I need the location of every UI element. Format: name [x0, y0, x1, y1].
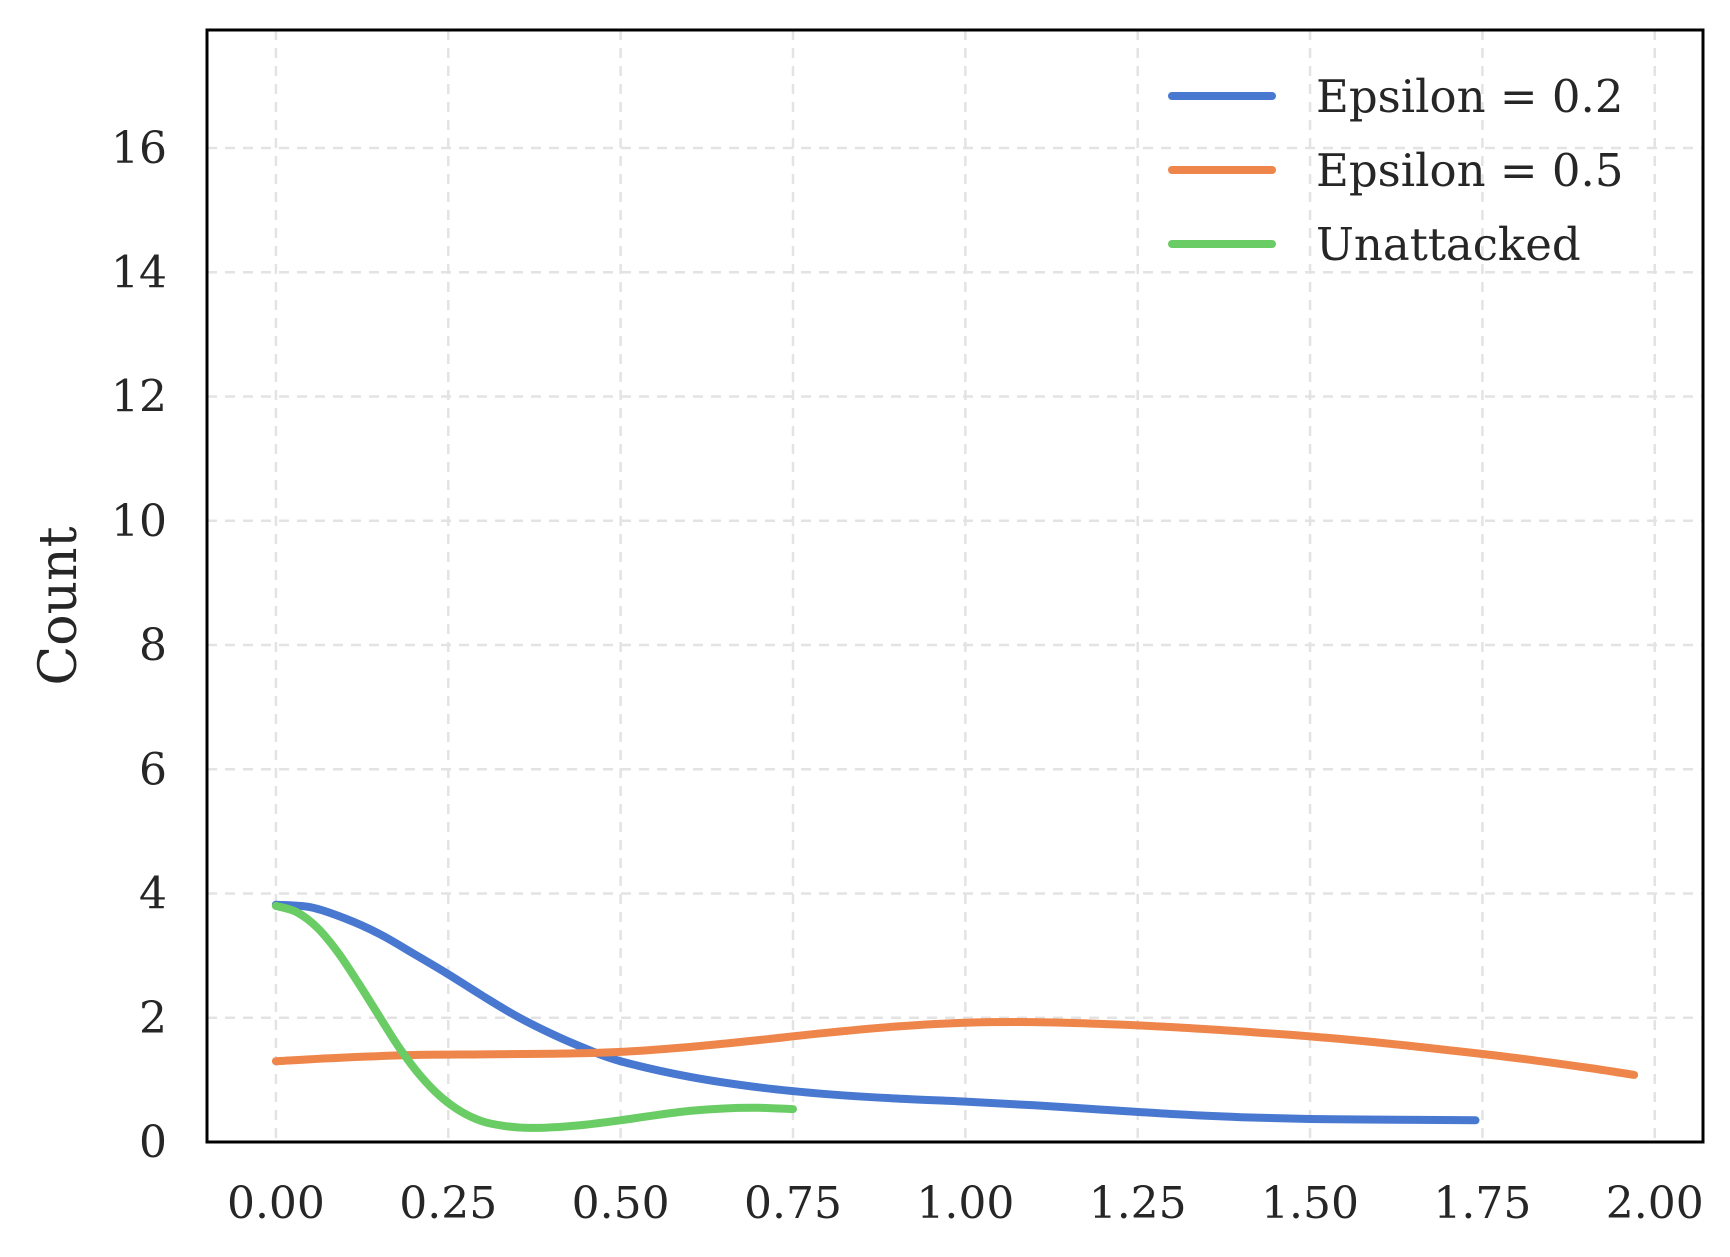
x-tick-label: 1.00: [916, 1178, 1014, 1229]
y-tick-label: 10: [111, 496, 167, 547]
legend-label-1: Epsilon = 0.2: [1316, 70, 1624, 123]
y-tick-label: 2: [139, 993, 167, 1044]
y-tick-label: 0: [139, 1117, 167, 1168]
y-tick-label: 4: [139, 869, 167, 920]
y-tick-label: 16: [111, 123, 167, 174]
legend-label-3: Unattacked: [1316, 218, 1581, 271]
series-line-3: [271, 901, 797, 1132]
x-tick-label: 0.50: [572, 1178, 670, 1229]
y-axis-ticks: 0 2 4 6 8 10 12 14 16: [111, 123, 167, 1168]
series-line-1: [271, 900, 1480, 1125]
legend: Epsilon = 0.2 Epsilon = 0.5 Unattacked: [1168, 70, 1624, 271]
legend-label-2: Epsilon = 0.5: [1316, 144, 1624, 197]
x-tick-label: 0.75: [744, 1178, 842, 1229]
y-tick-label: 14: [111, 247, 167, 298]
x-tick-label: 1.25: [1089, 1178, 1187, 1229]
y-tick-label: 12: [111, 372, 167, 423]
x-tick-label: 1.75: [1433, 1178, 1531, 1229]
x-tick-label: 0.00: [227, 1178, 325, 1229]
y-tick-label: 6: [139, 744, 167, 795]
y-tick-label: 8: [139, 620, 167, 671]
x-tick-label: 1.50: [1261, 1178, 1359, 1229]
x-axis-ticks: 0.00 0.25 0.50 0.75 1.00 1.25 1.50 1.75 2.00: [227, 1178, 1704, 1229]
y-axis-title: Count: [29, 526, 89, 685]
x-tick-label: 0.25: [399, 1178, 497, 1229]
series-line-2: [271, 1018, 1639, 1079]
grid: [207, 30, 1703, 1142]
x-tick-label: 2.00: [1606, 1178, 1704, 1229]
plot-frame: [205, 28, 1705, 1144]
series-group: [271, 900, 1639, 1132]
